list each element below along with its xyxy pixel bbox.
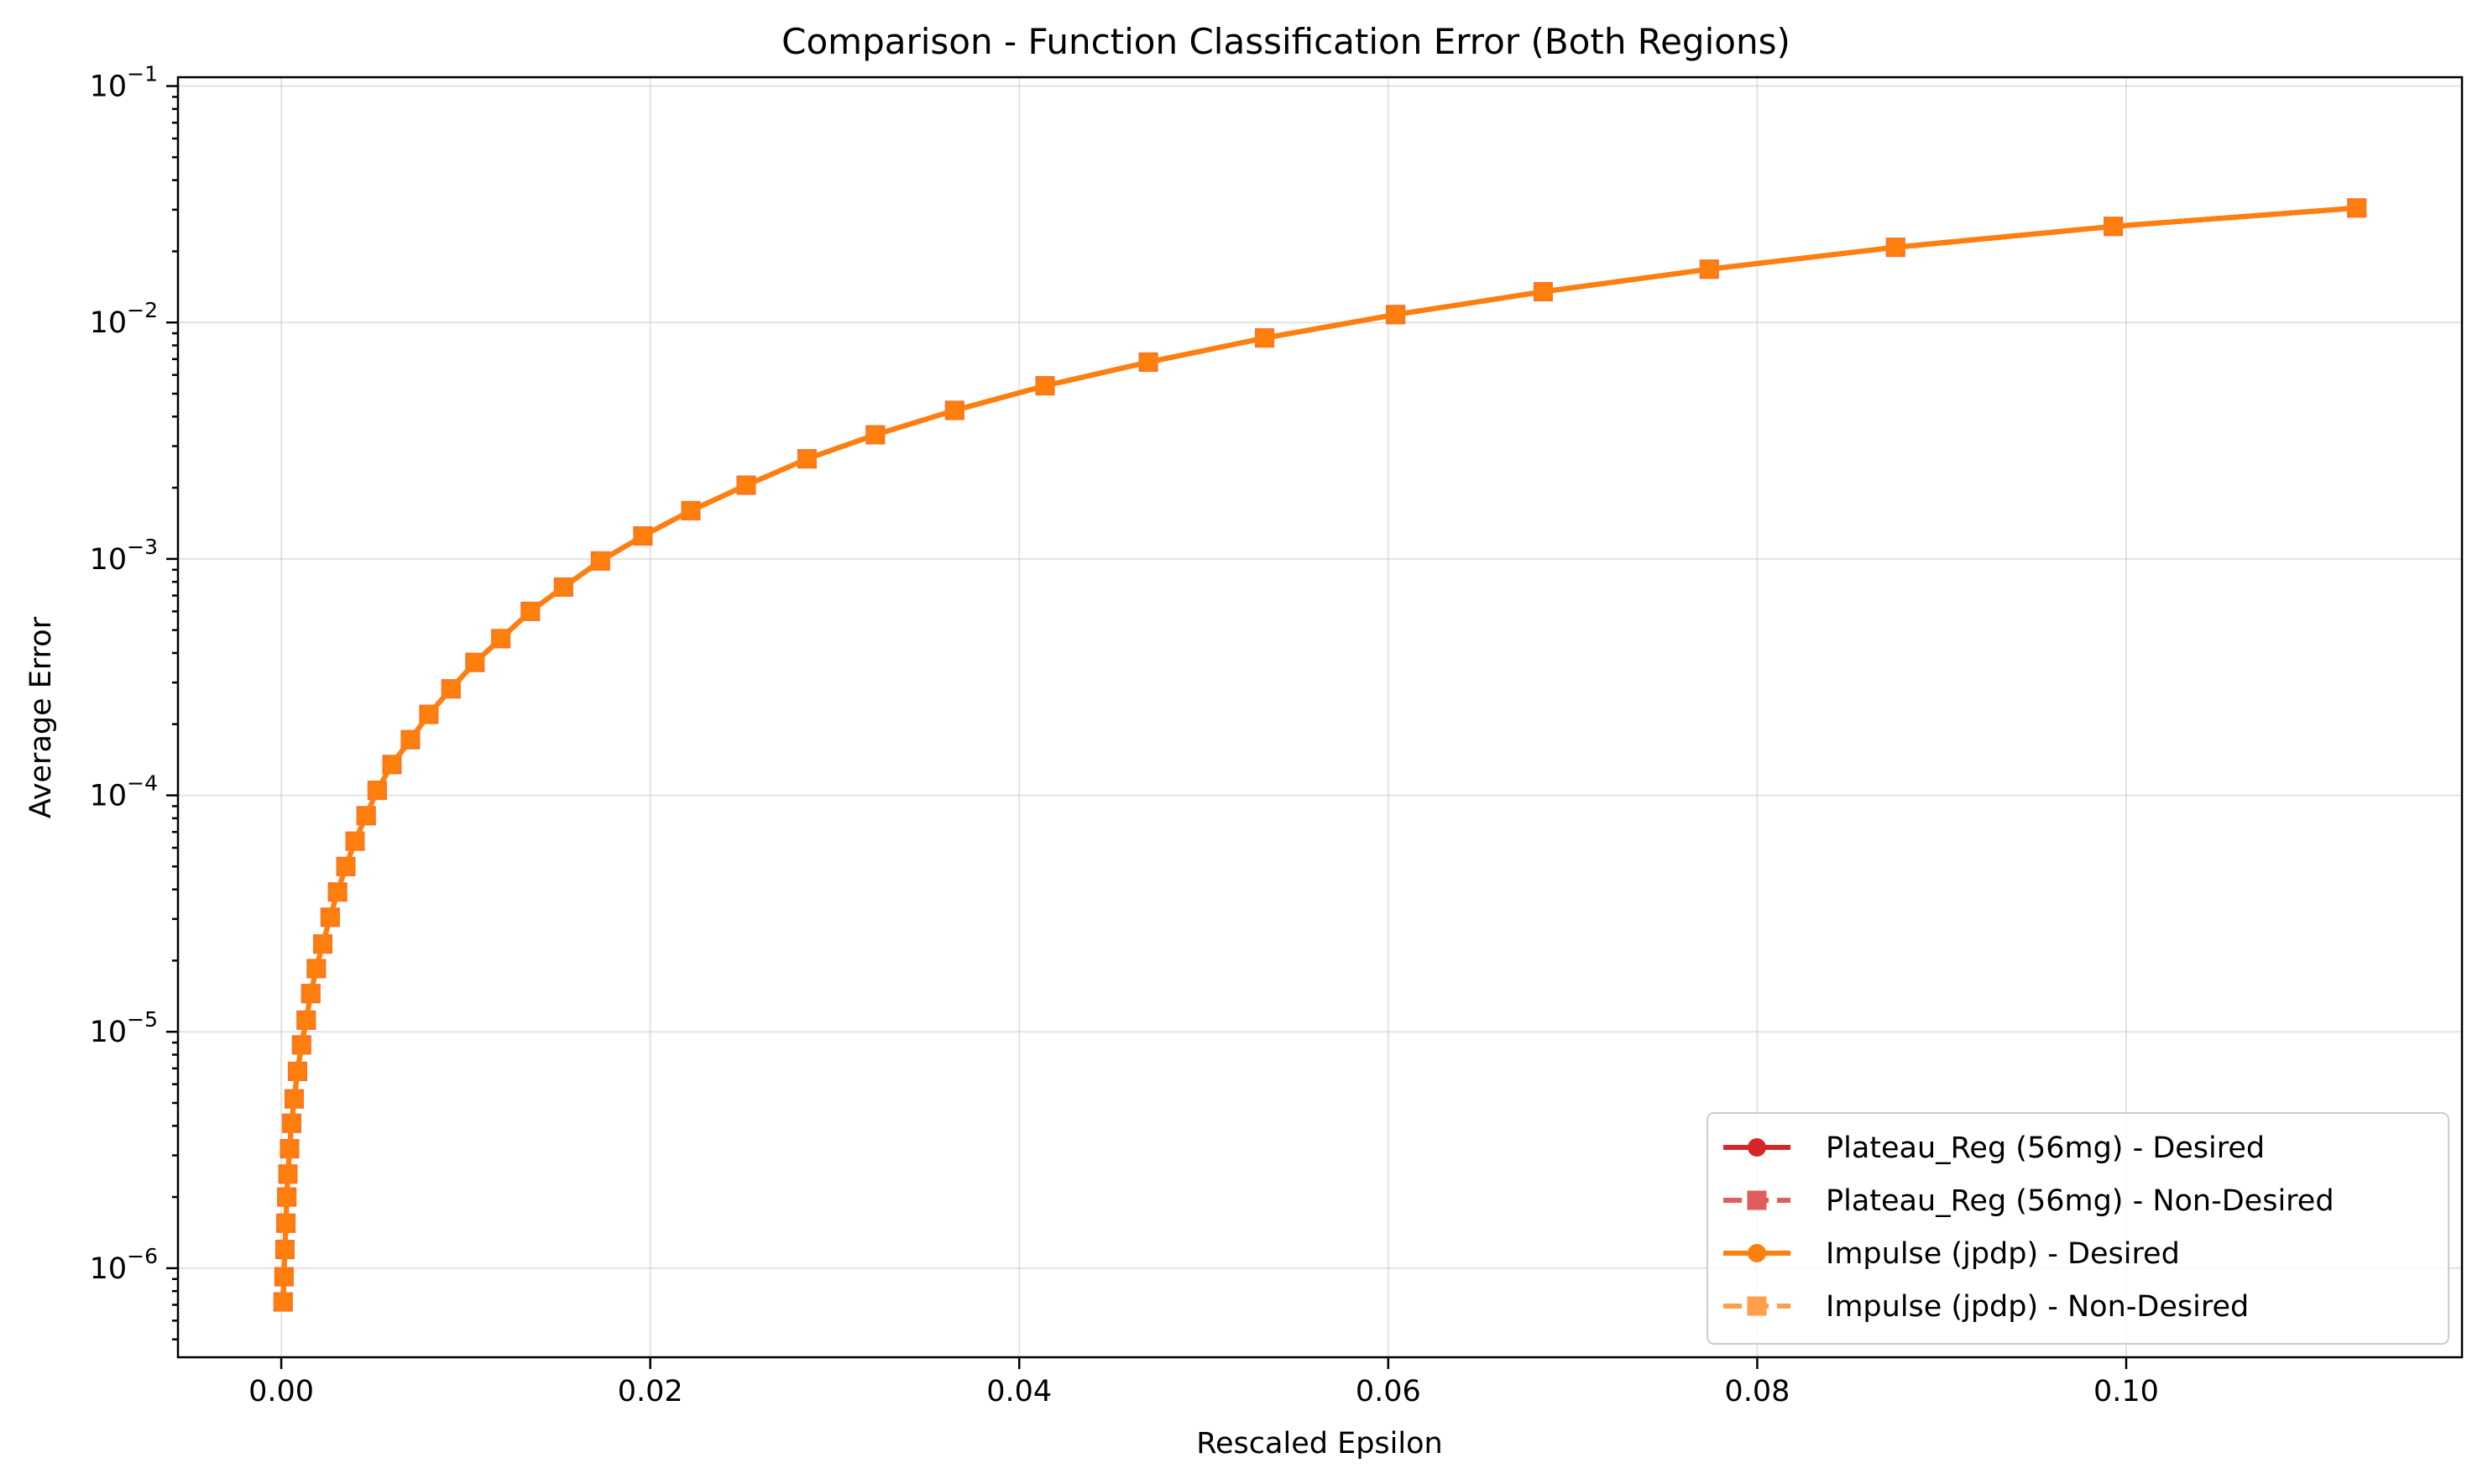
data-point bbox=[284, 1089, 304, 1109]
data-point bbox=[291, 1035, 311, 1055]
y-tick-label: 10−6 bbox=[90, 1244, 158, 1286]
data-point bbox=[491, 629, 511, 649]
data-point bbox=[280, 1139, 300, 1159]
chart-title: Comparison - Function Classification Err… bbox=[781, 21, 1790, 62]
data-point bbox=[274, 1240, 295, 1260]
legend-marker bbox=[1747, 1190, 1767, 1210]
legend-entry bbox=[1723, 1296, 1790, 1316]
data-point bbox=[313, 934, 333, 954]
x-axis-ticks: 0.00 0.02 0.04 0.06 0.08 0.10 bbox=[248, 1357, 2159, 1408]
legend-label: Impulse (jpdp) - Non-Desired bbox=[1826, 1290, 2249, 1324]
series-line bbox=[280, 205, 2357, 1303]
data-point bbox=[320, 907, 340, 928]
plot-frame bbox=[176, 76, 2464, 1359]
data-point bbox=[301, 984, 321, 1004]
legend: Plateau_Reg (56mg) - Desired Plateau_Reg … bbox=[1707, 1112, 2449, 1345]
data-point bbox=[865, 425, 886, 445]
data-point bbox=[1138, 352, 1158, 372]
legend-marker bbox=[1747, 1296, 1767, 1316]
data-point bbox=[944, 400, 964, 421]
y-tick-label: 10−2 bbox=[90, 298, 158, 340]
data-point bbox=[274, 1267, 294, 1287]
data-point bbox=[276, 1213, 296, 1233]
legend-label: Plateau_Reg (56mg) - Desired bbox=[1826, 1131, 2265, 1165]
y-tick-label: 10−5 bbox=[90, 1007, 158, 1049]
x-tick-label: 0.08 bbox=[1724, 1375, 1790, 1408]
data-point bbox=[382, 755, 402, 775]
data-point bbox=[327, 882, 348, 902]
data-point bbox=[356, 806, 376, 826]
data-point bbox=[277, 1187, 297, 1207]
y-axis-ticks: 10−6 10−5 10−4 10−3 10−2 10−1 bbox=[90, 62, 178, 1340]
data-point bbox=[281, 1113, 301, 1133]
x-tick-label: 0.06 bbox=[1356, 1375, 1421, 1408]
x-tick-label: 0.04 bbox=[986, 1375, 1052, 1408]
data-point bbox=[1255, 328, 1275, 348]
data-point bbox=[345, 831, 365, 851]
data-point bbox=[2347, 198, 2367, 218]
data-point bbox=[367, 781, 387, 801]
y-tick-label: 10−3 bbox=[90, 535, 158, 577]
x-tick-label: 0.10 bbox=[2093, 1375, 2159, 1408]
data-point bbox=[287, 1061, 307, 1081]
data-point bbox=[797, 449, 817, 469]
data-point bbox=[1035, 376, 1055, 396]
legend-entry bbox=[1723, 1138, 1790, 1157]
legend-entry bbox=[1723, 1190, 1790, 1210]
data-point bbox=[465, 652, 485, 672]
legend-label: Impulse (jpdp) - Desired bbox=[1826, 1237, 2180, 1271]
legend-marker bbox=[1748, 1244, 1766, 1262]
legend-label: Plateau_Reg (56mg) - Non-Desired bbox=[1826, 1184, 2334, 1218]
y-tick-label: 10−4 bbox=[90, 771, 158, 813]
data-point bbox=[400, 729, 421, 750]
series-layer bbox=[273, 198, 2367, 1312]
data-point bbox=[273, 1292, 293, 1312]
legend-frame bbox=[1707, 1112, 2449, 1345]
x-tick-label: 0.02 bbox=[618, 1375, 683, 1408]
data-point bbox=[1533, 281, 1553, 301]
x-tick-label: 0.00 bbox=[248, 1375, 314, 1408]
data-point bbox=[520, 601, 541, 621]
data-point bbox=[278, 1164, 298, 1184]
data-point bbox=[1885, 238, 1905, 258]
data-point bbox=[1386, 305, 1406, 325]
data-point bbox=[441, 679, 461, 699]
data-point bbox=[590, 551, 610, 571]
data-point bbox=[736, 475, 756, 495]
legend-entry bbox=[1723, 1244, 1790, 1262]
data-point bbox=[336, 856, 356, 876]
y-axis-label: Average Error bbox=[24, 616, 58, 818]
data-point bbox=[553, 577, 573, 597]
series-3 bbox=[273, 198, 2367, 1312]
data-point bbox=[681, 500, 701, 520]
data-point bbox=[633, 526, 653, 546]
y-tick-label: 10−1 bbox=[90, 62, 158, 104]
data-point bbox=[419, 704, 439, 724]
data-point bbox=[306, 959, 327, 979]
data-point bbox=[2104, 217, 2124, 237]
legend-marker bbox=[1748, 1138, 1766, 1157]
x-axis-label: Rescaled Epsilon bbox=[1196, 1427, 1442, 1460]
data-point bbox=[1699, 259, 1719, 280]
data-point bbox=[296, 1010, 316, 1030]
